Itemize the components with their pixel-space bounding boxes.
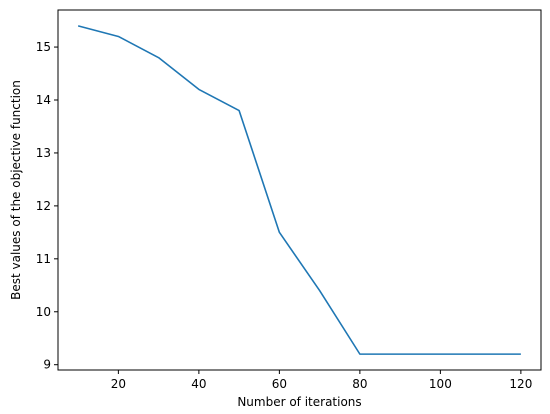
x-tick-label: 40	[191, 377, 206, 391]
axis-ticks: 20 40 60 80 100 120 9 10 11 12 13 14 15	[36, 40, 533, 391]
y-tick-label: 13	[36, 146, 51, 160]
series-layer	[77, 25, 521, 355]
y-axis-title: Best values of the objective function	[9, 80, 23, 300]
x-tick-label: 60	[272, 377, 287, 391]
plot-frame	[57, 9, 542, 371]
y-tick-label: 15	[36, 40, 51, 54]
x-tick-label: 100	[429, 377, 452, 391]
series-line	[77, 25, 521, 355]
x-tick-label: 80	[352, 377, 367, 391]
y-tick-label: 12	[36, 199, 51, 213]
x-axis-title: Number of iterations	[237, 395, 361, 409]
y-tick-label: 10	[36, 305, 51, 319]
y-tick-label: 11	[36, 252, 51, 266]
x-tick-label: 20	[111, 377, 126, 391]
y-tick-label: 14	[36, 93, 51, 107]
y-tick-label: 9	[43, 358, 51, 372]
x-tick-label: 120	[509, 377, 532, 391]
